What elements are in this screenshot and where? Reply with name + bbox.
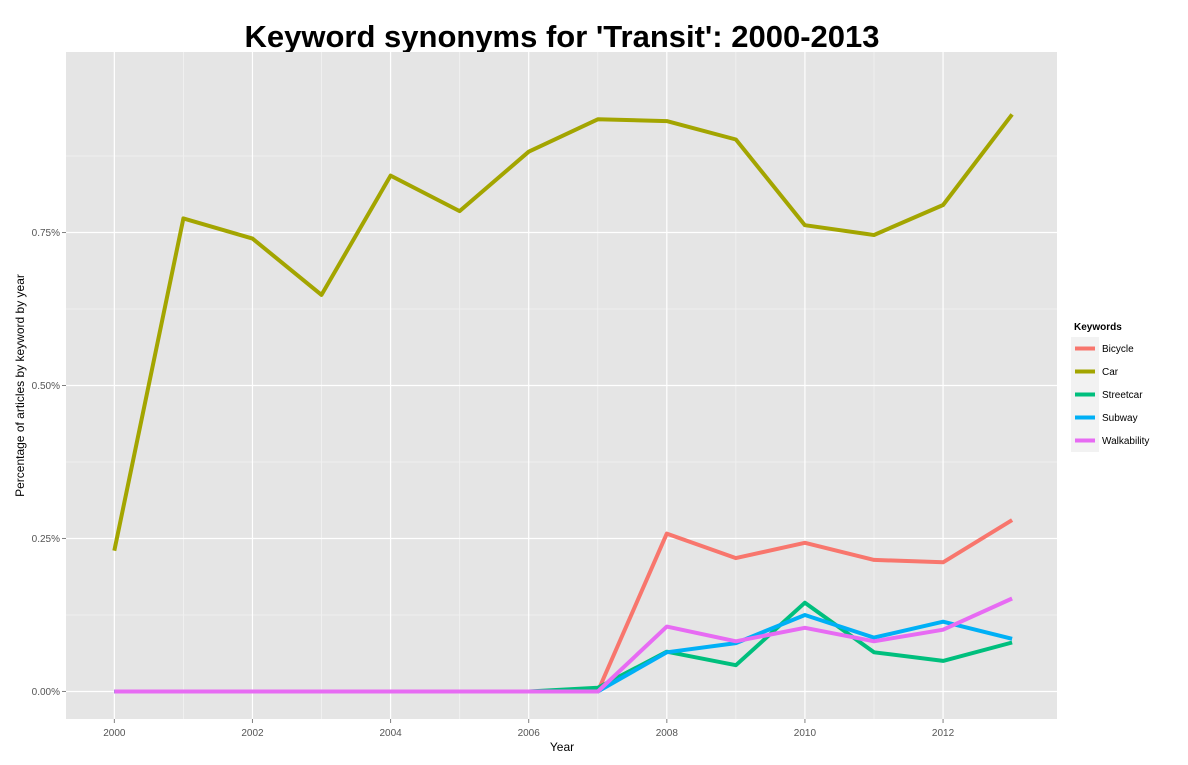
legend-label-car: Car xyxy=(1102,367,1119,378)
x-tick-label: 2012 xyxy=(932,728,955,739)
x-tick-label: 2006 xyxy=(518,728,541,739)
x-tick-label: 2004 xyxy=(379,728,402,739)
legend-label-bicycle: Bicycle xyxy=(1102,344,1134,355)
x-tick-label: 2008 xyxy=(656,728,679,739)
series-line-car xyxy=(112,113,1014,552)
legend-label-walkability: Walkability xyxy=(1102,436,1149,447)
y-tick-label: 0.75% xyxy=(32,228,60,239)
y-tick-label: 0.25% xyxy=(32,534,60,545)
legend-label-streetcar: Streetcar xyxy=(1102,390,1143,401)
x-tick-label: 2010 xyxy=(794,728,817,739)
y-axis-title: Percentage of articles by keyword by yea… xyxy=(13,274,27,497)
y-tick-label: 0.00% xyxy=(32,687,60,698)
legend: Keywords Bicycle Car Streetcar Subway Walkab… xyxy=(1071,322,1149,452)
series-line-walkability xyxy=(114,596,1013,694)
legend-label-subway: Subway xyxy=(1102,413,1138,424)
x-tick-label: 2000 xyxy=(103,728,126,739)
x-axis-title: Year xyxy=(550,740,574,754)
x-tick-label: 2002 xyxy=(241,728,264,739)
chart-title: Keyword synonyms for 'Transit': 2000-201… xyxy=(245,19,880,54)
y-tick-label: 0.50% xyxy=(32,381,60,392)
legend-title: Keywords xyxy=(1074,322,1122,333)
